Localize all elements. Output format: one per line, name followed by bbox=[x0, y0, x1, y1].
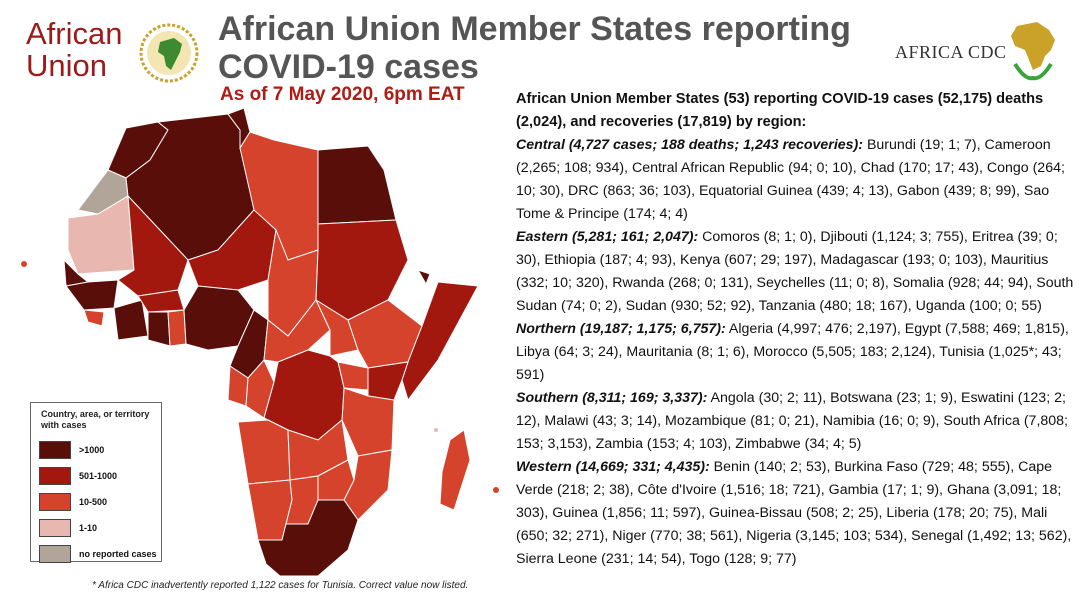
map-region-guinea bbox=[65, 279, 119, 311]
region-western: Western (14,669; 331; 4,435): Benin (140… bbox=[516, 456, 1076, 571]
page-title: African Union Member States reporting CO… bbox=[218, 10, 851, 86]
legend-swatch bbox=[39, 467, 71, 485]
region-eastern: Eastern (5,281; 161; 2,047): Comoros (8;… bbox=[516, 226, 1076, 318]
au-logo-line1: African bbox=[26, 16, 123, 51]
legend-title: Country, area, or territory with cases bbox=[41, 409, 150, 430]
au-emblem-icon bbox=[139, 23, 199, 83]
map-region-south-sudan bbox=[314, 298, 359, 357]
legend-item: no reported cases bbox=[39, 541, 161, 567]
region-text: Angola (30; 2; 11), Botswana (23; 1; 9),… bbox=[516, 390, 1069, 452]
region-northern: Northern (19,187; 1,175; 6,757): Algeria… bbox=[516, 318, 1076, 387]
legend-label: 1-10 bbox=[79, 523, 98, 533]
africa-covid-map bbox=[21, 107, 499, 577]
summary-headline: African Union Member States (53) reporti… bbox=[516, 91, 1044, 130]
map-region-ghana bbox=[147, 311, 171, 347]
au-logo-line2: Union bbox=[26, 48, 107, 83]
region-southern: Southern (8,311; 169; 3,337): Angola (30… bbox=[516, 387, 1076, 456]
region-label: Eastern (5,281; 161; 2,047): bbox=[516, 229, 699, 245]
region-text: Benin (140; 2; 53), Burkina Faso (729; 4… bbox=[516, 459, 1072, 567]
legend-item: 1-10 bbox=[39, 515, 161, 541]
region-label: Northern (19,187; 1,175; 6,757): bbox=[516, 321, 726, 337]
map-region-mauritius bbox=[493, 487, 499, 493]
legend-label: 501-1000 bbox=[79, 471, 118, 481]
map-region-south-africa bbox=[257, 499, 359, 577]
map-region-madagascar bbox=[439, 429, 471, 511]
region-text: Comoros (8; 1; 0), Djibouti (1,124; 3; 7… bbox=[516, 229, 1074, 314]
region-label: Central (4,727 cases; 188 deaths; 1,243 … bbox=[516, 137, 864, 153]
cdc-logo-text: AFRICA CDC bbox=[895, 42, 1007, 62]
africa-map-icon bbox=[1011, 22, 1055, 81]
map-region-djibouti bbox=[416, 269, 431, 286]
map-region-egypt bbox=[317, 145, 397, 225]
legend-item: >1000 bbox=[39, 437, 161, 463]
legend-swatch bbox=[39, 493, 71, 511]
map-region-angola bbox=[237, 419, 291, 485]
legend-item: 501-1000 bbox=[39, 463, 161, 489]
region-central: Central (4,727 cases; 188 deaths; 1,243 … bbox=[516, 134, 1076, 226]
legend-label: >1000 bbox=[79, 445, 105, 455]
map-region-togo-benin bbox=[167, 309, 187, 347]
map-region-cote-divoire bbox=[113, 299, 149, 341]
map-region-kenya bbox=[367, 361, 409, 401]
legend-label: no reported cases bbox=[79, 549, 157, 559]
region-text: Algeria (4,997; 476; 2,197), Egypt (7,58… bbox=[516, 321, 1069, 383]
legend-item: 10-500 bbox=[39, 489, 161, 515]
african-union-logo: African Union bbox=[26, 16, 199, 88]
africa-cdc-logo: AFRICA CDC bbox=[895, 20, 1065, 90]
region-text: Burundi (19; 1; 7), Cameroon (2,265; 108… bbox=[516, 137, 1065, 222]
region-label: Southern (8,311; 169; 3,337): bbox=[516, 390, 708, 406]
region-label: Western (14,669; 331; 4,435): bbox=[516, 459, 710, 475]
map-legend: Country, area, or territory with cases >… bbox=[30, 402, 162, 563]
legend-swatch bbox=[39, 545, 71, 563]
legend-label: 10-500 bbox=[79, 497, 108, 507]
summary-panel: African Union Member States (53) reporti… bbox=[516, 88, 1076, 571]
page-subtitle: As of 7 May 2020, 6pm EAT bbox=[220, 84, 465, 105]
map-region-sierra-leone bbox=[83, 309, 105, 327]
legend-swatch bbox=[39, 519, 71, 537]
map-region-cape-verde bbox=[21, 261, 27, 267]
footnote: * Africa CDC inadvertently reported 1,12… bbox=[92, 580, 469, 591]
map-region-comoros bbox=[434, 428, 438, 432]
legend-swatch bbox=[39, 441, 71, 459]
